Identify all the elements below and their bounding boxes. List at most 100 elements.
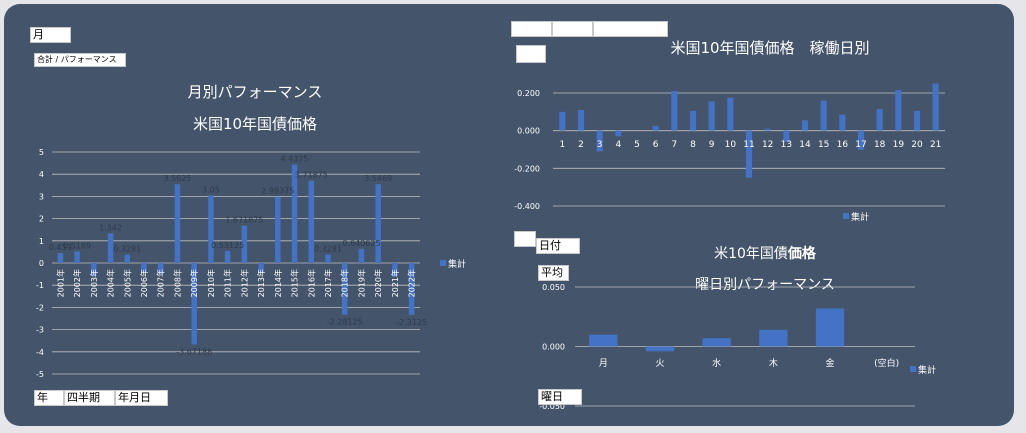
chart1-data-label: 4.4375 xyxy=(281,154,309,163)
empty-filter-5[interactable] xyxy=(514,231,536,247)
chart1-category-label: 2006年 xyxy=(139,269,149,297)
chart1-bar xyxy=(191,263,197,345)
chart1-bar xyxy=(341,263,348,315)
chart1-bar xyxy=(308,180,315,263)
chart2-bar xyxy=(857,130,865,150)
chart1-bar xyxy=(57,253,64,263)
chart1-data-label: 0.640625 xyxy=(342,239,380,248)
chart3-bar xyxy=(589,334,618,347)
chart1-ytick-label: -2 xyxy=(36,303,44,312)
chart1-data-label: 1.342 xyxy=(99,223,122,232)
quarter-field-button[interactable]: 四半期 xyxy=(64,390,115,406)
chart-weekday: 米10年国債価格 曜日別パフォーマンス 0.050 0.000 -0.050 月 火 水… xyxy=(539,245,936,411)
chart2-category-label: 11 xyxy=(743,140,754,150)
chart1-bar xyxy=(91,263,97,277)
chart1-legend: 集計 xyxy=(448,258,466,270)
chart1-bar xyxy=(375,184,381,263)
year-field-button[interactable]: 年 xyxy=(34,390,64,406)
chart1-category-label: 2016年 xyxy=(306,269,316,297)
chart1-subtitle: 米国10年国債価格 xyxy=(193,115,317,133)
chart3-bar xyxy=(815,308,845,347)
chart3-category-label: 月 xyxy=(599,358,608,369)
chart3-title-bold: 価格 xyxy=(787,245,817,262)
chart2-bar xyxy=(801,120,809,131)
chart2-ytick-label: 0.000 xyxy=(517,127,540,136)
chart1-data-label: 0.453 xyxy=(49,243,72,252)
month-field-button[interactable]: 月 xyxy=(30,27,71,43)
chart2-title: 米国10年国債価格 稼働日別 xyxy=(670,39,869,57)
chart1-bar xyxy=(325,254,331,263)
chart1-bar xyxy=(408,263,415,315)
chart2-bar xyxy=(895,90,902,131)
weekday-field-button[interactable]: 曜日 xyxy=(538,389,582,405)
chart1-category-label: 2013年 xyxy=(256,269,266,297)
chart1-data-label: 0.53125 xyxy=(211,241,244,250)
chart2-category-label: 17 xyxy=(855,140,866,150)
chart2-category-label: 4 xyxy=(615,140,621,150)
day-field-button[interactable]: 日付 xyxy=(536,238,580,254)
chart2-bar xyxy=(783,130,790,142)
chart3-subtitle: 曜日別パフォーマンス xyxy=(695,277,835,293)
chart3-category-label: 木 xyxy=(769,357,778,369)
chart1-bar xyxy=(241,225,248,263)
chart2-bar xyxy=(596,130,603,152)
chart1-bar xyxy=(141,263,147,272)
chart3-legend-swatch xyxy=(910,366,916,372)
chart1-bar xyxy=(358,248,365,263)
chart2-bar xyxy=(559,111,566,131)
chart2-bar xyxy=(652,125,659,131)
chart3-ytick-label: 0.000 xyxy=(542,343,565,352)
chart2-ytick-label: -0.200 xyxy=(514,164,540,173)
chart1-category-label: 2020年 xyxy=(373,269,383,297)
empty-filter-1[interactable] xyxy=(511,21,552,37)
empty-filter-2[interactable] xyxy=(552,21,593,37)
chart2-bar xyxy=(615,130,622,137)
chart2-legend: 集計 xyxy=(851,211,869,223)
chart2-bar xyxy=(577,109,585,131)
chart1-bar xyxy=(258,263,264,273)
chart2-category-label: 2 xyxy=(578,140,584,150)
average-field-button[interactable]: 平均 xyxy=(538,265,569,281)
chart2-bar xyxy=(689,110,697,131)
chart1-ytick-label: 3 xyxy=(39,192,44,201)
chart1-data-label: 1.671875 xyxy=(225,216,263,225)
chart2-bar xyxy=(839,114,846,131)
date-field-button-label[interactable]: 年月日 xyxy=(115,390,168,406)
chart2-ytick-label: 0.200 xyxy=(517,89,540,98)
chart2-bar xyxy=(932,83,939,131)
chart1-data-label: 2.99375 xyxy=(261,187,294,196)
chart2-bar xyxy=(876,109,883,131)
chart1-category-label: 2004年 xyxy=(106,269,116,297)
chart2-bar xyxy=(820,100,827,131)
chart2-category-label: 10 xyxy=(725,140,737,150)
chart1-data-label: 3.5625 xyxy=(163,174,191,183)
empty-filter-4[interactable] xyxy=(516,45,546,63)
chart1-data-label: 3.71875 xyxy=(295,171,328,180)
chart1-data-label: 0.5169 xyxy=(63,241,91,250)
chart2-legend-swatch xyxy=(843,213,849,219)
chart3-title: 米10年国債価格 xyxy=(714,245,817,262)
chart2-bar xyxy=(764,128,771,131)
chart2-category-label: 19 xyxy=(893,140,905,150)
chart3-category-label: 水 xyxy=(712,357,721,369)
chart1-ytick-label: -1 xyxy=(36,281,44,290)
chart3-ytick-label: 0.050 xyxy=(542,283,565,292)
chart1-data-label: 3.5469 xyxy=(364,174,392,183)
chart1-category-label: 2010年 xyxy=(206,269,216,297)
chart1-bar xyxy=(291,164,298,263)
chart1-category-label: 2014年 xyxy=(273,269,283,297)
sum-field-button[interactable]: 合計 / パフォーマンス xyxy=(34,53,126,67)
chart1-bar xyxy=(124,254,131,263)
chart1-data-label: -2.28125 xyxy=(327,318,363,327)
empty-filter-3[interactable] xyxy=(593,21,668,37)
chart1-category-label: 2019年 xyxy=(356,269,366,297)
chart2-category-label: 13 xyxy=(781,140,792,150)
chart2-category-label: 12 xyxy=(762,140,773,150)
chart2-category-label: 8 xyxy=(690,140,696,150)
chart1-ytick-label: 2 xyxy=(39,215,44,224)
chart1-legend-swatch xyxy=(440,260,446,266)
chart2-category-label: 21 xyxy=(930,140,941,150)
chart2-category-label: 14 xyxy=(799,140,811,150)
